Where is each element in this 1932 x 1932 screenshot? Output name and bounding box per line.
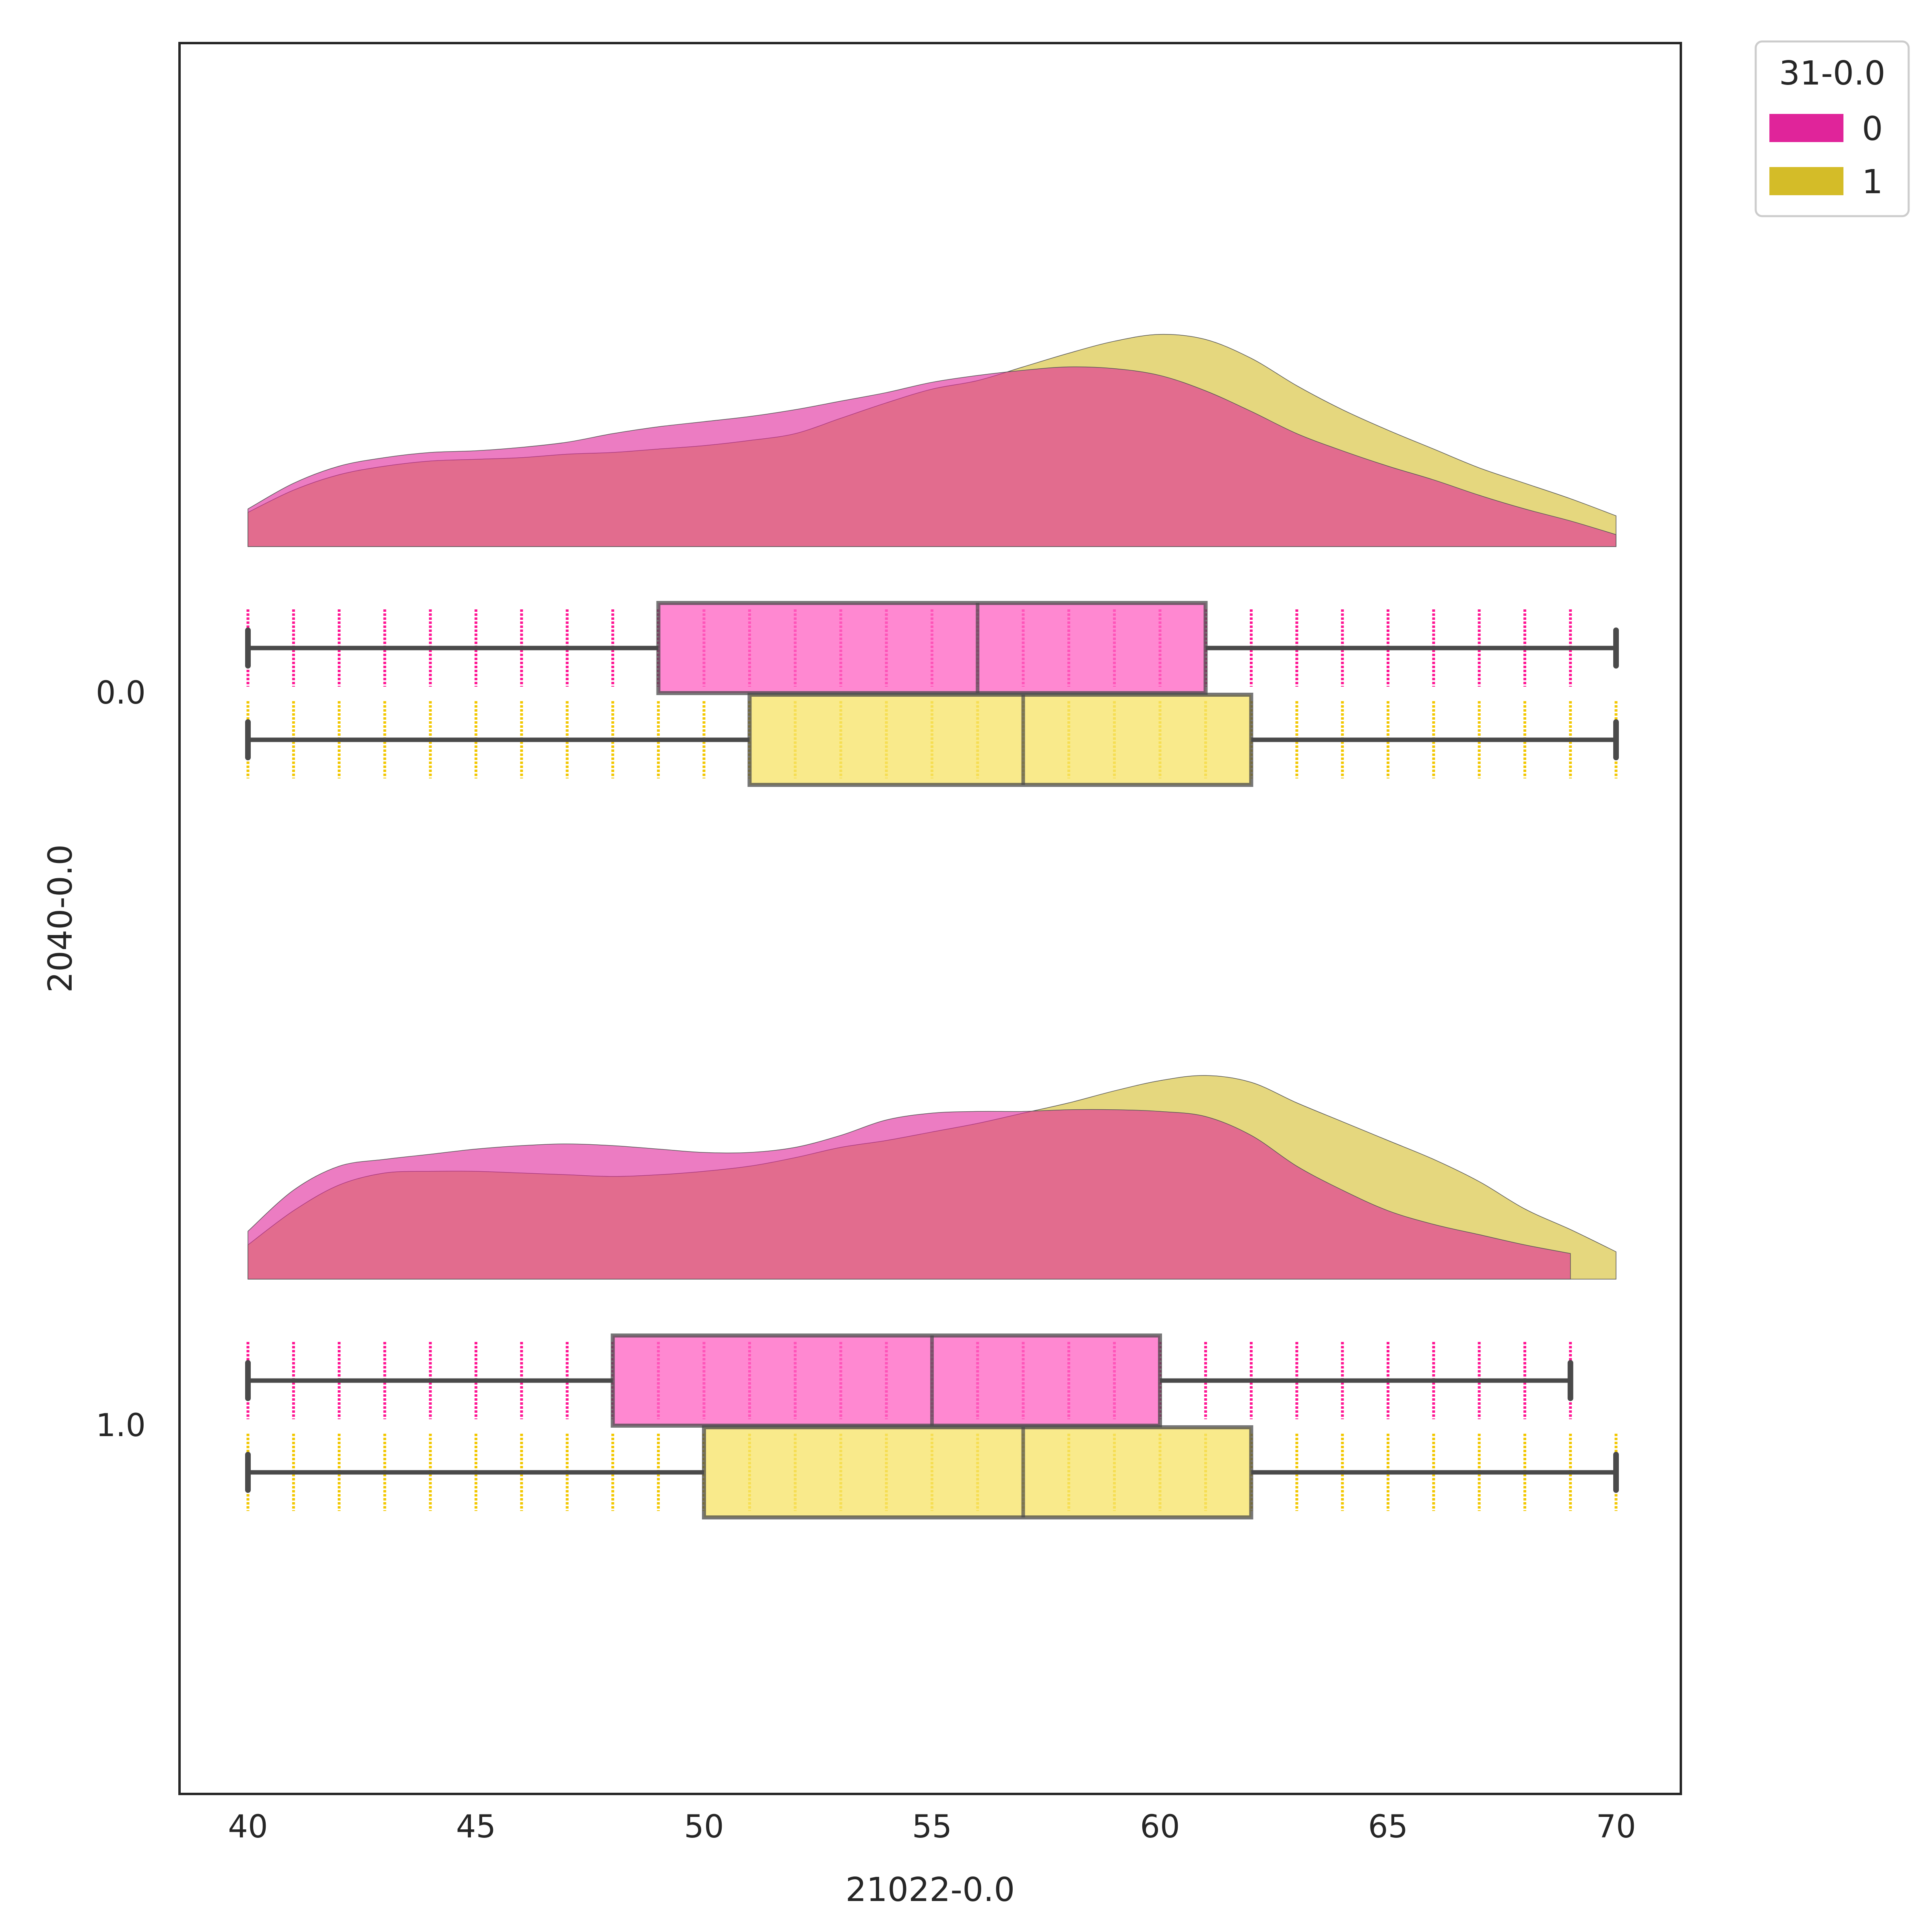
- plot-area: [180, 43, 1681, 1794]
- x-tick-label: 50: [684, 1809, 724, 1845]
- y-tick-label: 1.0: [96, 1408, 146, 1444]
- density-clouds-group-0: [248, 334, 1616, 547]
- group-1-layer: [245, 1075, 1619, 1519]
- density-clouds-group-1: [248, 1075, 1616, 1280]
- y-axis-ticks: 0.0 1.0: [96, 675, 146, 1444]
- x-axis-label: 21022-0.0: [846, 1871, 1015, 1909]
- legend-label-1: 1: [1862, 163, 1883, 201]
- density-cloud-1.0-hue-0: [248, 1109, 1571, 1280]
- legend-swatch-1: [1769, 167, 1843, 195]
- y-tick-label: 0.0: [96, 675, 146, 711]
- legend-swatch-0: [1769, 114, 1843, 142]
- boxplots-group-1: [245, 1333, 1619, 1519]
- boxplots-group-0: [245, 601, 1619, 787]
- plot-frame: [178, 42, 1682, 1795]
- box-iqr: [747, 693, 1253, 787]
- x-tick-label: 65: [1368, 1809, 1408, 1845]
- x-axis-ticks: 40 45 50 55 60 65 70: [228, 1809, 1636, 1845]
- group-0-layer: [245, 334, 1619, 787]
- boxplot-1.0-hue-1: [245, 1425, 1619, 1519]
- legend: 31-0.0 0 1: [1754, 40, 1910, 217]
- boxplot-0.0-hue-1: [245, 693, 1619, 787]
- legend-label-0: 0: [1862, 110, 1883, 148]
- x-tick-label: 60: [1140, 1809, 1180, 1845]
- box-iqr: [611, 1333, 1162, 1428]
- density-cloud-0.0-hue-0: [248, 366, 1616, 547]
- boxplot-0.0-hue-0: [245, 601, 1619, 695]
- y-axis-label: 2040-0.0: [41, 844, 80, 993]
- boxplot-1.0-hue-0: [245, 1333, 1573, 1428]
- x-tick-label: 40: [228, 1809, 268, 1845]
- box-iqr: [702, 1425, 1253, 1519]
- x-tick-label: 70: [1596, 1809, 1636, 1845]
- box-iqr: [656, 601, 1208, 695]
- legend-title: 31-0.0: [1779, 54, 1885, 93]
- x-tick-label: 55: [912, 1809, 952, 1845]
- x-tick-label: 45: [456, 1809, 496, 1845]
